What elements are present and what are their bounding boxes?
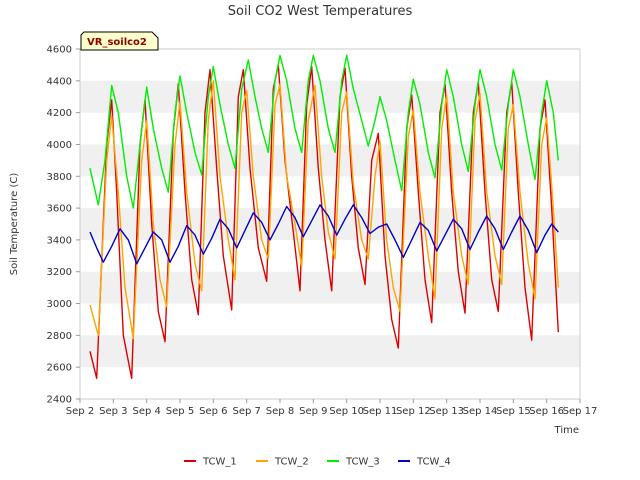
- x-axis-label: Time: [554, 425, 579, 436]
- y-tick-label: 3600: [47, 204, 72, 215]
- legend-label: TCW_3: [345, 457, 380, 468]
- series-line-tcw-3: [89, 54, 559, 209]
- x-axis-ticks: Sep 2 Sep 3 Sep 4 Sep 5 Sep 6 Sep 7 Sep 8 Sep 9…: [66, 399, 598, 417]
- grid-bands: [80, 80, 580, 368]
- legend: TCW_1 TCW_2 TCW_3 TCW_4: [184, 457, 451, 468]
- x-tick-label: Sep 12: [396, 406, 431, 417]
- y-tick-label: 3200: [47, 267, 72, 278]
- series-line-tcw-4: [89, 204, 559, 265]
- grid-band: [80, 335, 580, 368]
- y-tick-label: 2400: [47, 395, 72, 406]
- x-tick-label: Sep 11: [363, 406, 398, 417]
- series-line-tcw-1: [89, 64, 559, 379]
- station-badge: VR_soilco2: [80, 31, 159, 51]
- x-tick-label: Sep 5: [166, 406, 194, 417]
- x-tick-label: Sep 13: [429, 406, 464, 417]
- grid-band: [80, 80, 580, 113]
- y-tick-label: 4600: [47, 45, 72, 56]
- x-tick-label: Sep 6: [199, 406, 227, 417]
- x-tick-label: Sep 14: [463, 406, 498, 417]
- x-tick-label: Sep 4: [132, 406, 160, 417]
- x-tick-label: Sep 3: [99, 406, 127, 417]
- y-tick-label: 4200: [47, 108, 72, 119]
- chart-title: Soil CO2 West Temperatures: [228, 4, 413, 19]
- x-tick-label: Sep 10: [329, 406, 364, 417]
- y-tick-label: 2800: [47, 331, 72, 342]
- plot-area: [79, 48, 581, 400]
- x-tick-label: Sep 15: [496, 406, 531, 417]
- y-axis-label: Soil Temperature (C): [9, 173, 20, 276]
- legend-label: TCW_1: [202, 457, 237, 468]
- x-tick-label: Sep 16: [529, 406, 564, 417]
- y-tick-label: 3400: [47, 235, 72, 246]
- y-axis-ticks: 2400 2600 2800 3000 3200 3400 3600 3800 4000 4200…: [47, 45, 80, 406]
- series-line-tcw-2: [89, 80, 559, 340]
- x-tick-label: Sep 17: [563, 406, 598, 417]
- series-lines: [89, 54, 559, 379]
- y-tick-label: 4000: [47, 140, 72, 151]
- y-tick-label: 2600: [47, 363, 72, 374]
- x-tick-label: Sep 9: [299, 406, 327, 417]
- x-tick-label: Sep 7: [232, 406, 260, 417]
- y-tick-label: 3000: [47, 299, 72, 310]
- legend-label: TCW_2: [274, 457, 309, 468]
- y-tick-label: 3800: [47, 172, 72, 183]
- station-label: VR_soilco2: [87, 37, 147, 48]
- y-tick-label: 4400: [47, 76, 72, 87]
- x-tick-label: Sep 2: [66, 406, 94, 417]
- legend-label: TCW_4: [416, 457, 451, 468]
- x-tick-label: Sep 8: [266, 406, 294, 417]
